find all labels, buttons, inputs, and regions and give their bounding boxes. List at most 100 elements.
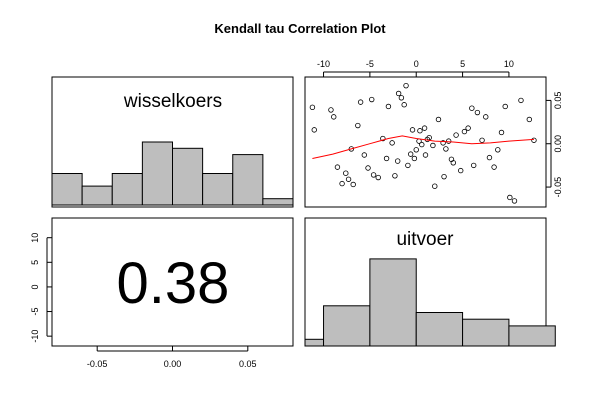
scatter-point [331, 114, 337, 120]
scatter-point [440, 140, 446, 146]
scatter-point [518, 97, 524, 104]
hist-bar [172, 147, 204, 206]
scatter-point [361, 152, 368, 158]
hist-bar [232, 154, 264, 206]
scatter-point [365, 165, 371, 171]
scatter-point [443, 146, 449, 152]
scatter-point [370, 172, 377, 178]
correlation-value: 0.38 [117, 251, 230, 316]
scatter-point [432, 183, 438, 189]
scatter-point [401, 102, 407, 108]
scatter-point [309, 104, 316, 111]
scatter-point [526, 116, 533, 123]
hist-bar [111, 173, 143, 206]
scatter-point [417, 128, 423, 134]
scatter-point [392, 173, 398, 179]
x-tick-label: 0.00 [164, 359, 182, 369]
scatter-point [474, 109, 481, 116]
scatter-point [355, 122, 361, 129]
scatter-point [407, 151, 414, 157]
wisselkoers-histogram [51, 141, 294, 206]
hist-bar [508, 325, 556, 347]
x-tick-label: -0.05 [87, 359, 108, 369]
y-tick-label: 5 [30, 260, 40, 265]
scatter-point [511, 198, 518, 204]
scatter-point [411, 155, 418, 162]
y-tick-label: 0 [30, 284, 40, 289]
x-tick-label: -5 [366, 59, 374, 69]
scatter-point [469, 105, 475, 111]
scatter-point [395, 90, 402, 97]
scatter-point [398, 95, 405, 101]
hist-bar [304, 338, 325, 347]
y-tick-label: 0.05 [553, 92, 563, 110]
x-tick-label: 0.05 [239, 359, 257, 369]
scatter-point [441, 173, 447, 180]
scatter-point [458, 167, 464, 174]
scatter-point [350, 181, 356, 188]
scatter-point [413, 147, 419, 153]
scatter-point [435, 116, 442, 123]
scatter-point [531, 137, 537, 143]
y-tick-label: 0.00 [553, 135, 563, 153]
scatter-point [394, 158, 401, 164]
scatter-point [389, 140, 395, 146]
scatter-point [357, 99, 364, 105]
scatter-point [465, 125, 471, 131]
scatter-point [311, 127, 317, 133]
scatter-point [430, 142, 436, 149]
x-tick-label: 0 [414, 59, 419, 69]
scatter-point [471, 162, 477, 169]
hist-bar [81, 185, 113, 206]
scatter-point [422, 152, 429, 158]
scatter-point [369, 96, 375, 103]
scatter-point [483, 114, 489, 120]
scatter-point [419, 141, 425, 148]
y-tick-label: -10 [30, 330, 40, 343]
uitvoer-histogram [304, 258, 556, 347]
hist-bar [323, 305, 371, 347]
scatter-point [405, 162, 411, 169]
scatter-point [385, 103, 392, 110]
scatter-point [343, 170, 349, 176]
scatter-point [409, 127, 416, 133]
hist-bar [369, 258, 417, 347]
hist-bar [415, 312, 464, 347]
hist-bar [262, 198, 294, 206]
scatter-point [383, 155, 390, 162]
scatter-point [348, 146, 355, 152]
scatter-point [334, 164, 341, 170]
scatter-point [491, 164, 497, 170]
scatter-point [453, 132, 459, 138]
scatter-point [328, 107, 334, 113]
y-tick-label: -5 [30, 308, 40, 316]
smooth-line [312, 135, 535, 159]
scatter-point [498, 129, 505, 136]
uitvoer-label: uitvoer [396, 229, 454, 250]
x-tick-label: 5 [460, 59, 465, 69]
hist-bar [141, 141, 173, 206]
scatter-point [339, 180, 345, 187]
panel-top-right-frame [304, 76, 547, 208]
hist-bar [51, 173, 83, 206]
hist-bar [202, 173, 234, 206]
scatter-point [375, 174, 381, 181]
scatter-plot: -10 -5 0 5 10 0.05 0.00 -0.05 [309, 59, 563, 204]
scatter-point [450, 160, 457, 166]
scatter-point [486, 154, 493, 161]
scatter-point [380, 135, 386, 142]
panel-top-left-frame [51, 76, 294, 208]
wisselkoers-label: wisselkoers [123, 91, 222, 112]
scatter-point [495, 147, 501, 153]
y-tick-label: -0.05 [553, 177, 563, 198]
scatter-point [479, 137, 485, 143]
x-tick-label: -10 [317, 59, 330, 69]
scatter-point [507, 194, 513, 201]
scatter-point [421, 125, 428, 131]
scatter-point [445, 138, 452, 144]
scatter-point [461, 128, 468, 135]
x-tick-label: 10 [504, 59, 514, 69]
scatter-point [502, 103, 508, 110]
plot-title: Kendall tau Correlation Plot [214, 21, 386, 36]
